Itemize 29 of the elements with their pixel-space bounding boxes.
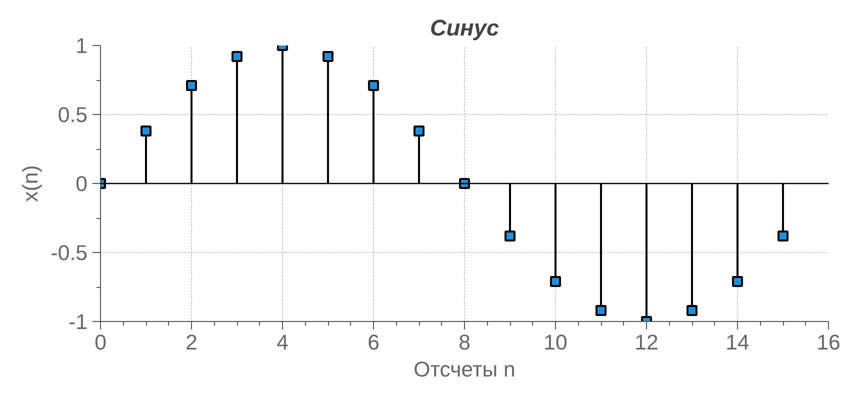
x-tick-label: 16 <box>816 330 840 354</box>
y-tick-label: -0.5 <box>50 241 88 265</box>
x-axis-title: Отсчеты n <box>414 358 516 382</box>
point <box>778 230 788 242</box>
point <box>550 276 561 287</box>
y-tick-label: 1 <box>76 34 88 58</box>
point <box>140 126 152 137</box>
x-tick-label: 10 <box>544 330 568 354</box>
x-tick-label: 14 <box>726 330 750 354</box>
point <box>596 304 606 316</box>
point <box>414 126 424 137</box>
x-tick-label: 2 <box>186 330 198 354</box>
y-tick-label: 0.5 <box>58 103 88 127</box>
point <box>504 230 516 242</box>
y-tick-label: -1 <box>68 310 88 334</box>
point <box>732 276 743 287</box>
x-tick-label: 0 <box>94 330 107 354</box>
x-tick-label: 8 <box>458 330 470 354</box>
y-axis-title: x(n) <box>18 165 43 202</box>
point <box>186 80 197 92</box>
x-tick-label: 12 <box>634 330 658 354</box>
x-tick-label: 6 <box>368 330 380 354</box>
x-tick-label: 4 <box>276 330 289 354</box>
point <box>368 80 379 92</box>
chart-title: Синус <box>430 14 500 40</box>
y-tick-label: 0 <box>76 172 88 196</box>
point <box>686 304 698 316</box>
point <box>322 51 334 62</box>
point <box>232 51 242 62</box>
